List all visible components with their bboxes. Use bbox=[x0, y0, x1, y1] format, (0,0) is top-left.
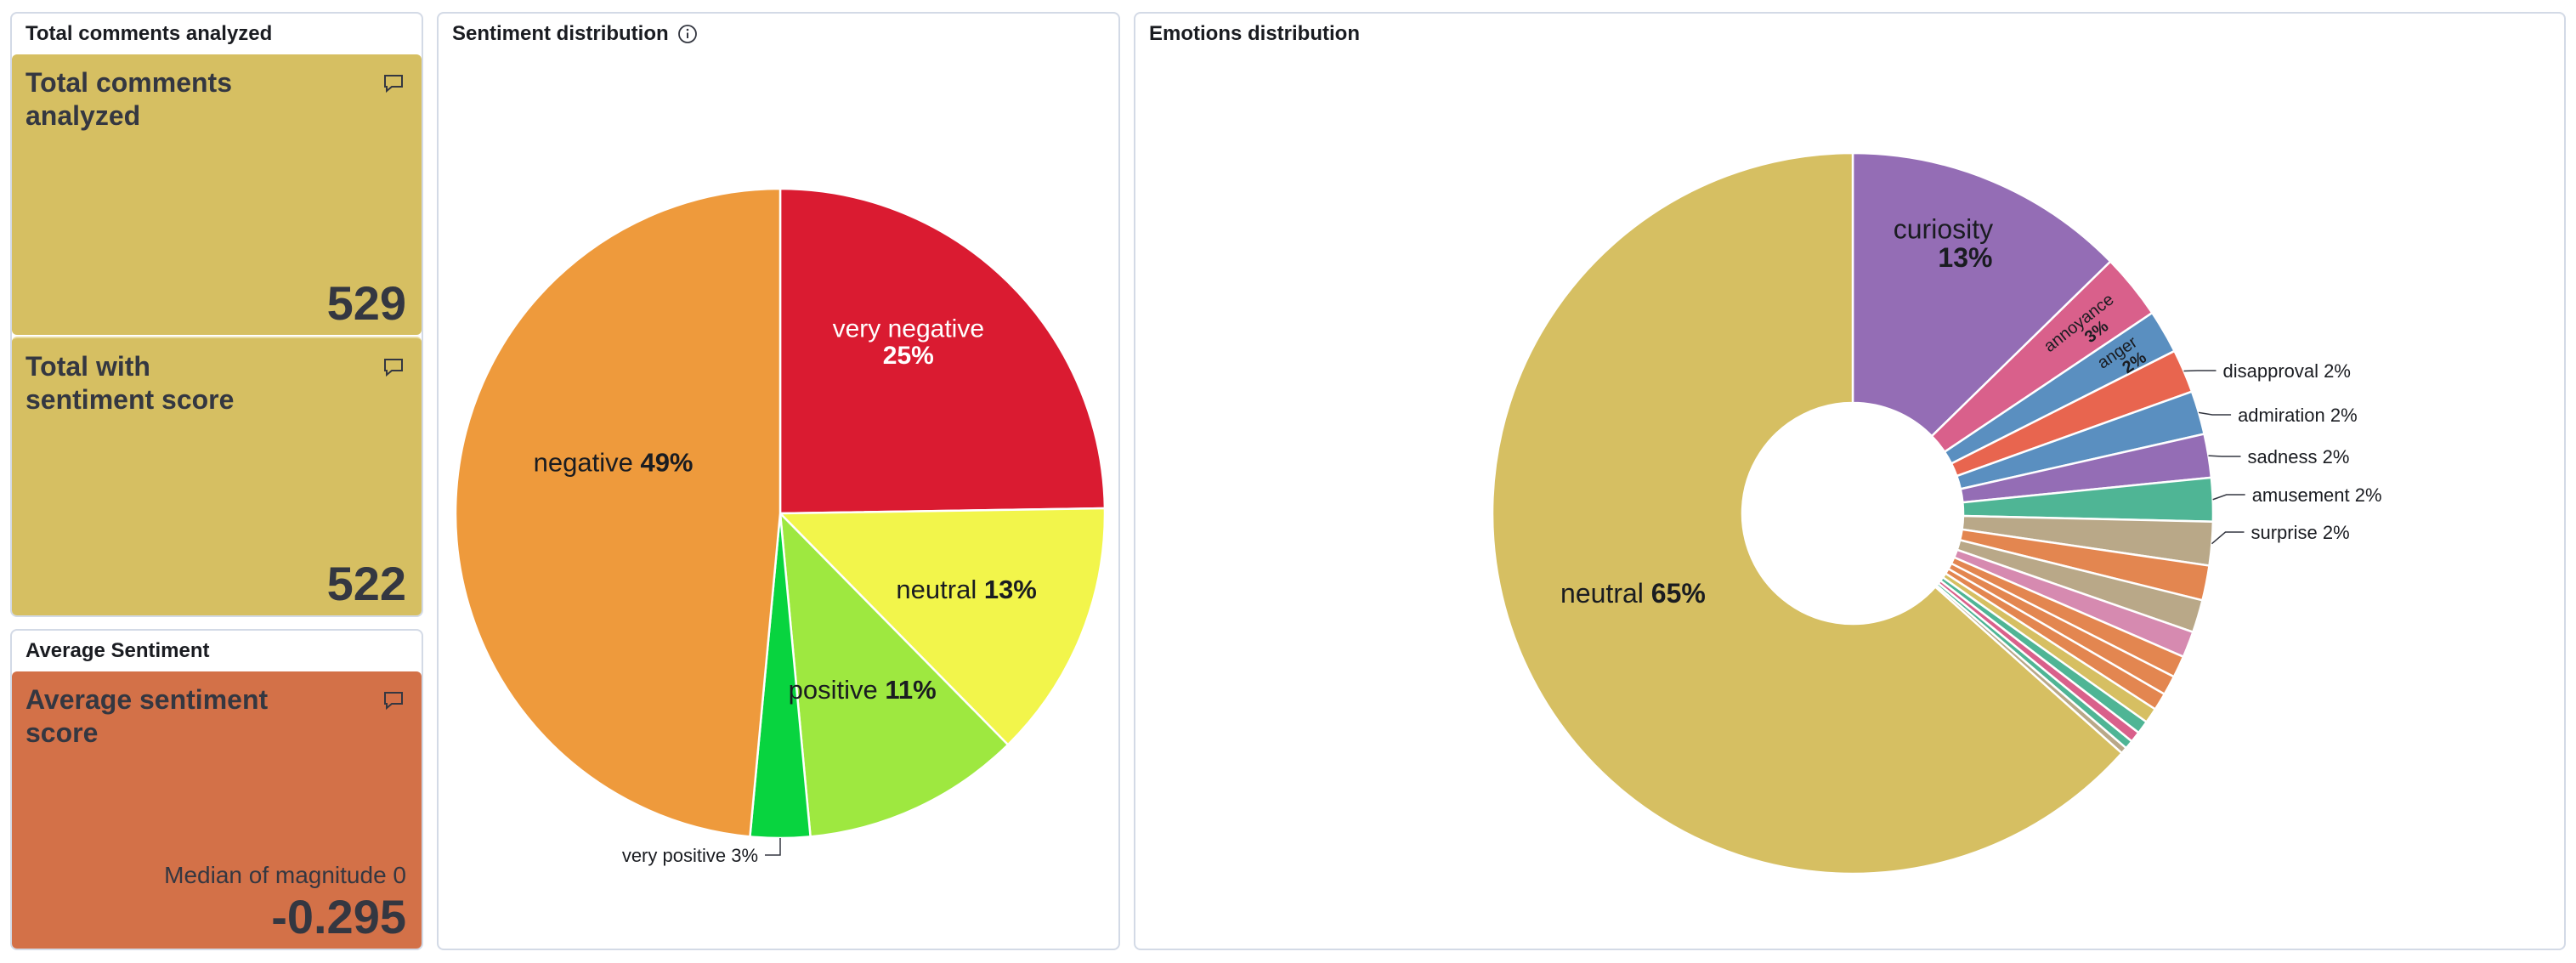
metric-card-average-sentiment[interactable]: Average sentiment score Median of magnit… bbox=[12, 671, 422, 949]
pie-slice[interactable] bbox=[778, 187, 1107, 515]
slice-label: very positive 3% bbox=[622, 845, 758, 866]
label-leader-line bbox=[2212, 494, 2245, 501]
slice-label: neutral 13% bbox=[896, 575, 1036, 604]
pie-slice[interactable] bbox=[778, 507, 1107, 746]
slice-label: disapproval 2% bbox=[2223, 360, 2351, 382]
info-icon[interactable] bbox=[677, 24, 698, 44]
comment-icon[interactable] bbox=[382, 73, 405, 93]
comment-icon[interactable] bbox=[382, 357, 405, 377]
metrics-panel-title: Total comments analyzed bbox=[25, 22, 273, 45]
label-leader-line bbox=[2198, 411, 2232, 416]
slice-label: admiration 2% bbox=[2238, 405, 2358, 426]
metric-card-total-with-score[interactable]: Total with sentiment score 522 bbox=[12, 337, 422, 615]
metric-value: 522 bbox=[326, 557, 406, 610]
metric-value: 529 bbox=[326, 276, 406, 330]
emotions-donut-chart: curiosity 13%annoyance3%anger2% disapprova… bbox=[1491, 151, 2382, 875]
slice-label: neutral 65% bbox=[1560, 578, 1706, 609]
slice-label: very negative 25% bbox=[833, 315, 984, 371]
pie-slice[interactable] bbox=[454, 187, 782, 838]
sentiment-distribution-title: Sentiment distribution bbox=[452, 22, 698, 46]
metric-title: Total comments analyzed bbox=[25, 67, 232, 131]
emotions-distribution-title: Emotions distribution bbox=[1149, 22, 1360, 45]
comment-icon[interactable] bbox=[382, 690, 405, 711]
metric-title: Total with sentiment score bbox=[25, 351, 235, 415]
average-sentiment-panel: Average Sentiment Average sentiment scor… bbox=[10, 629, 423, 950]
metric-title: Average sentiment score bbox=[25, 684, 269, 748]
slice-label: surprise 2% bbox=[2250, 522, 2349, 543]
sentiment-pie-chart: very negative 25% neutral 13% positive 11% v… bbox=[454, 187, 1107, 866]
metric-extra-text: Median of magnitude 0 bbox=[164, 862, 406, 888]
average-sentiment-panel-title: Average Sentiment bbox=[25, 639, 210, 662]
slice-label: positive 11% bbox=[789, 675, 937, 705]
slice-label: negative 49% bbox=[534, 448, 694, 478]
slice-label: sadness 2% bbox=[2248, 446, 2350, 467]
donut-slice[interactable] bbox=[1491, 151, 2124, 875]
slice-label: amusement 2% bbox=[2252, 484, 2382, 506]
emotions-distribution-panel: Emotions distribution curiosity 13% annoya… bbox=[1134, 12, 2566, 950]
metrics-panel: Total comments analyzed Total comments a… bbox=[10, 12, 423, 617]
label-leader-line bbox=[765, 838, 781, 856]
donut-slice[interactable] bbox=[1851, 151, 2113, 438]
slice-label: curiosity 13% bbox=[1894, 214, 1993, 274]
sentiment-distribution-title-text: Sentiment distribution bbox=[452, 22, 669, 45]
sentiment-distribution-panel: Sentiment distribution very negative 25% n… bbox=[437, 12, 1120, 950]
metric-value: -0.295 bbox=[271, 890, 406, 943]
label-leader-line bbox=[2211, 531, 2245, 545]
pie-slice[interactable] bbox=[778, 510, 1010, 838]
metric-card-total-comments[interactable]: Total comments analyzed 529 bbox=[12, 54, 422, 335]
